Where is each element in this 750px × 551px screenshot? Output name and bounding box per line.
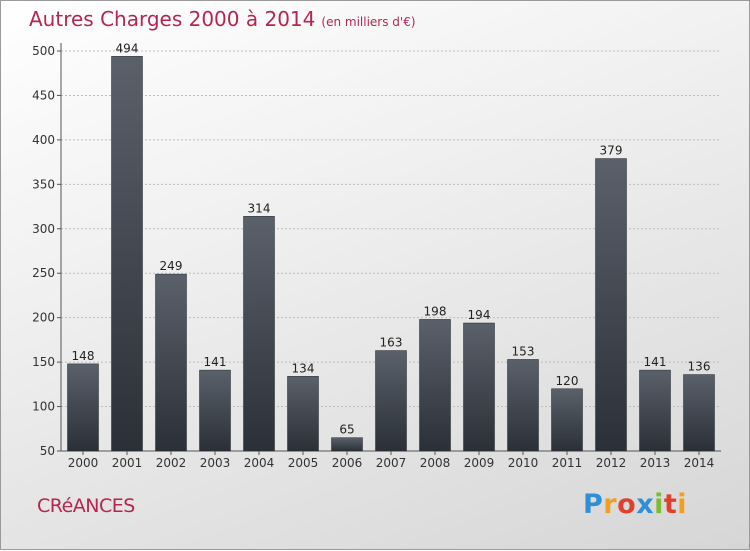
chart-subtitle: (en milliers d'€) [321, 15, 416, 29]
y-tick-label: 250 [32, 266, 55, 280]
chart-title: Autres Charges 2000 à 2014 (en milliers d… [29, 7, 416, 31]
bar [551, 388, 583, 452]
bar [419, 319, 451, 452]
y-tick-label: 450 [32, 88, 55, 102]
bar [287, 376, 319, 452]
bar [507, 359, 539, 452]
logo-letter: i [677, 489, 688, 520]
bar [375, 350, 407, 452]
y-tick-label: 350 [32, 177, 55, 191]
bar [331, 437, 363, 452]
data-label: 163 [380, 336, 403, 350]
logo-letter: i [654, 489, 664, 520]
bar [463, 322, 495, 452]
data-label: 194 [468, 308, 491, 322]
data-label: 153 [512, 344, 535, 358]
location-name: CRéANCES [37, 495, 135, 517]
bar [243, 216, 275, 452]
x-tick-label: 2008 [420, 456, 451, 470]
x-tick-label: 2000 [68, 456, 99, 470]
bar [199, 369, 231, 452]
bar [639, 369, 671, 452]
logo-letter: x [636, 489, 655, 520]
y-tick-label: 400 [32, 133, 55, 147]
y-tick-label: 200 [32, 311, 55, 325]
x-tick-label: 2005 [288, 456, 319, 470]
data-label: 65 [339, 423, 354, 437]
y-tick-label: 50 [40, 444, 55, 458]
x-tick-label: 2006 [332, 456, 363, 470]
x-tick-label: 2014 [684, 456, 715, 470]
x-tick-label: 2002 [156, 456, 187, 470]
proxiti-logo: Proxiti [583, 489, 687, 520]
y-tick-label: 500 [32, 44, 55, 58]
y-tick-label: 300 [32, 222, 55, 236]
data-label: 136 [688, 360, 711, 374]
x-tick-label: 2007 [376, 456, 407, 470]
data-label: 141 [644, 355, 667, 369]
data-label: 120 [556, 374, 579, 388]
bar [67, 363, 99, 452]
logo-letter: P [583, 489, 604, 520]
logo-letter: r [603, 489, 618, 520]
logo-letter: t [663, 489, 678, 520]
data-label: 494 [116, 41, 139, 55]
data-label: 134 [292, 361, 315, 375]
chart-title-text: Autres Charges 2000 à 2014 [29, 7, 316, 31]
x-tick-label: 2013 [640, 456, 671, 470]
bar [155, 273, 187, 452]
data-label: 314 [248, 201, 271, 215]
y-tick-label: 150 [32, 355, 55, 369]
x-tick-label: 2012 [596, 456, 627, 470]
data-label: 148 [72, 349, 95, 363]
data-label: 379 [600, 144, 623, 158]
data-label: 249 [160, 259, 183, 273]
bar [683, 374, 715, 452]
x-tick-label: 2003 [200, 456, 231, 470]
bar [595, 158, 627, 452]
data-label: 198 [424, 304, 447, 318]
x-tick-label: 2001 [112, 456, 143, 470]
bar [111, 56, 143, 452]
x-tick-label: 2011 [552, 456, 583, 470]
data-label: 141 [204, 355, 227, 369]
logo-letter: o [617, 489, 637, 520]
x-tick-label: 2004 [244, 456, 275, 470]
y-tick-label: 100 [32, 400, 55, 414]
x-tick-label: 2010 [508, 456, 539, 470]
x-tick-label: 2009 [464, 456, 495, 470]
